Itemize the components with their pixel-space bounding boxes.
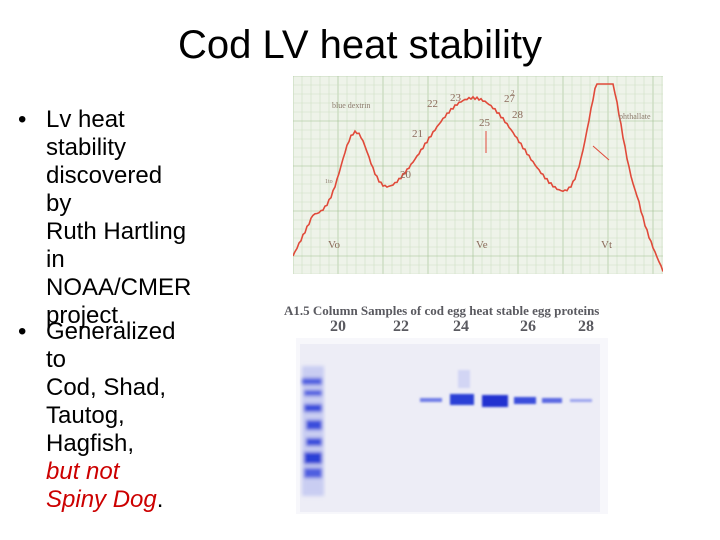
- marker-label-vo: Vo: [328, 239, 341, 251]
- slide-title: Cod LV heat stability: [178, 23, 542, 67]
- bullet-2-line: Cod, Shad,: [46, 374, 167, 401]
- fraction-label: 23: [450, 92, 462, 104]
- bullet-1-line: project.: [46, 302, 125, 329]
- band: [482, 395, 508, 407]
- bullet-2-line: Generalized to: [46, 318, 176, 373]
- bullet-marker: •: [18, 106, 27, 133]
- peak-label-phthallate: phthallate: [619, 112, 651, 121]
- band: [542, 398, 562, 403]
- fraction-label: 22: [427, 98, 438, 110]
- lane-label: 22: [393, 318, 409, 335]
- marker-label-vt: Vt: [601, 239, 612, 251]
- band: [450, 394, 474, 405]
- band: [514, 397, 536, 404]
- lane-label: 26: [520, 318, 536, 335]
- bullet-1-line: Ruth Hartling in: [46, 218, 187, 273]
- band: [570, 399, 592, 402]
- annotation-text: 1to: [325, 179, 333, 185]
- gel-image: [296, 338, 608, 514]
- fraction-label: 28: [512, 109, 524, 121]
- marker-label-ve: Ve: [476, 239, 488, 251]
- gel-slab: [300, 344, 600, 512]
- band-smear: [458, 370, 470, 388]
- bullet-1-line: discovered by: [46, 162, 163, 217]
- peak-label-blue-dextrin: blue dextrin: [332, 101, 370, 110]
- fraction-label: 21: [412, 128, 423, 140]
- elution-trace: [293, 83, 663, 272]
- bullet-2-text: Generalized to Cod, Shad, Tautog, Hagfis…: [46, 318, 175, 514]
- bullet-2-line: Tautog, Hagfish,: [46, 402, 135, 457]
- ladder-lane: [302, 366, 324, 496]
- lane-label: 28: [578, 318, 594, 335]
- lane-label: 20: [330, 318, 346, 335]
- highlight-text: but not Spiny Dog: [46, 458, 157, 513]
- gel-caption: A1.5 Column Samples of cod egg heat stab…: [284, 303, 600, 318]
- chromatogram-chart: blue dextrin phthallate 1to 20 21 22 23 …: [293, 76, 663, 274]
- annotation-text: 2: [511, 89, 515, 97]
- annotation-arrow: [592, 145, 610, 161]
- bullet-2-line-last: but not Spiny Dog.: [46, 458, 175, 514]
- bullet-1-text: Lv heat stability discovered by Ruth Har…: [46, 106, 191, 330]
- fraction-label: 20: [400, 169, 412, 181]
- trailing-period: .: [156, 486, 164, 513]
- bullet-marker: •: [18, 318, 27, 345]
- bullet-1-line: Lv heat stability: [46, 106, 127, 161]
- bullet-1-line: NOAA/CMER: [46, 274, 192, 301]
- protein-bands: [420, 370, 592, 407]
- chart-grid: [293, 76, 663, 274]
- band: [420, 398, 442, 402]
- fraction-label: 27: [504, 93, 516, 105]
- fraction-label: 25: [479, 117, 491, 129]
- lane-label: 24: [453, 318, 469, 335]
